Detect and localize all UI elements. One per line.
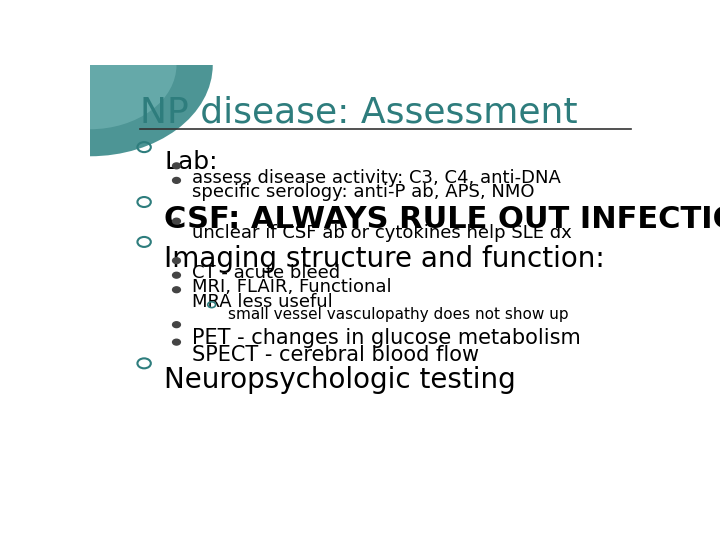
Text: MRA less useful: MRA less useful bbox=[192, 293, 333, 310]
Text: MRI, FLAIR, Functional: MRI, FLAIR, Functional bbox=[192, 278, 391, 296]
Circle shape bbox=[173, 218, 181, 224]
Circle shape bbox=[173, 322, 181, 328]
Circle shape bbox=[173, 178, 181, 183]
Text: specific serology: anti-P ab, APS, NMO: specific serology: anti-P ab, APS, NMO bbox=[192, 183, 534, 201]
Circle shape bbox=[173, 339, 181, 345]
Wedge shape bbox=[90, 65, 176, 129]
Text: Lab:: Lab: bbox=[164, 150, 217, 174]
Text: small vessel vasculopathy does not show up: small vessel vasculopathy does not show … bbox=[228, 307, 569, 322]
Text: Neuropsychologic testing: Neuropsychologic testing bbox=[164, 366, 516, 394]
Text: PET - changes in glucose metabolism: PET - changes in glucose metabolism bbox=[192, 328, 580, 348]
Text: CT - acute bleed: CT - acute bleed bbox=[192, 264, 340, 281]
Text: NP disease: Assessment: NP disease: Assessment bbox=[140, 96, 578, 130]
Wedge shape bbox=[90, 65, 213, 156]
Circle shape bbox=[173, 258, 181, 264]
Circle shape bbox=[173, 287, 181, 293]
Text: CSF: ALWAYS RULE OUT INFECTION: CSF: ALWAYS RULE OUT INFECTION bbox=[164, 205, 720, 234]
Text: SPECT - cerebral blood flow: SPECT - cerebral blood flow bbox=[192, 345, 479, 365]
Circle shape bbox=[173, 163, 181, 168]
Circle shape bbox=[173, 272, 181, 278]
Text: unclear if CSF ab or cytokines help SLE dx: unclear if CSF ab or cytokines help SLE … bbox=[192, 224, 571, 242]
Text: assess disease activity: C3, C4, anti-DNA: assess disease activity: C3, C4, anti-DN… bbox=[192, 168, 560, 187]
Text: Imaging structure and function:: Imaging structure and function: bbox=[164, 245, 605, 273]
